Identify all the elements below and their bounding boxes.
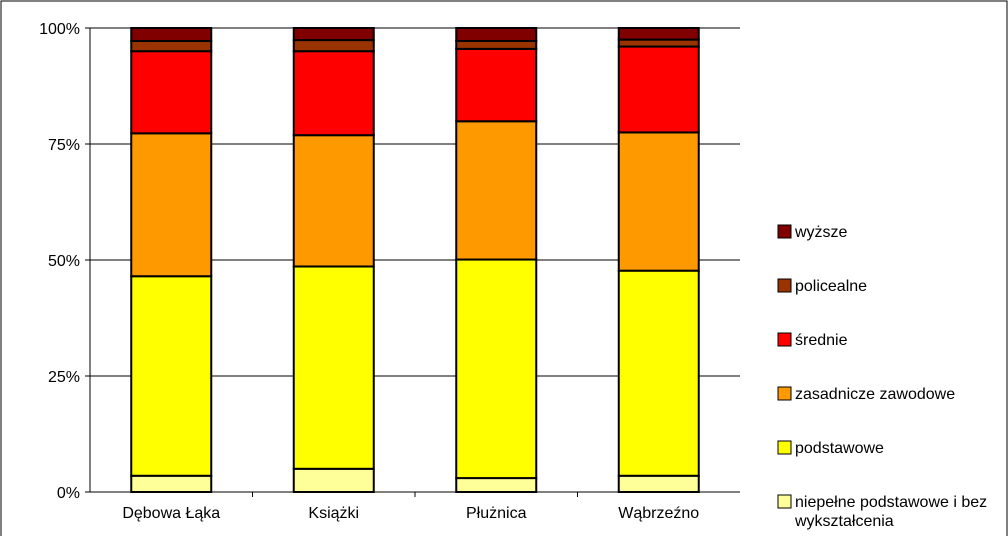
bar-segment bbox=[130, 132, 213, 278]
bar-segment bbox=[617, 38, 700, 48]
bar-segment bbox=[292, 27, 375, 42]
legend-label: średnie bbox=[795, 332, 848, 349]
legend-label: niepełne podstawowe i bez wykształcenia bbox=[794, 494, 987, 530]
bar-segment bbox=[455, 39, 538, 50]
bar-segment bbox=[455, 27, 538, 42]
bar-segment bbox=[292, 50, 375, 137]
bar-segment bbox=[617, 45, 700, 134]
bar-segment bbox=[617, 269, 700, 477]
y-tick-label: 0% bbox=[57, 485, 80, 502]
bar-segment bbox=[292, 467, 375, 493]
legend-swatch bbox=[777, 332, 792, 347]
bar-segment bbox=[292, 265, 375, 470]
x-tick-label: Wąbrzeźno bbox=[618, 505, 699, 522]
bar-segment bbox=[617, 474, 700, 494]
legend-swatch bbox=[777, 386, 792, 401]
bar-segment bbox=[130, 27, 213, 42]
bar-segment bbox=[130, 275, 213, 477]
bar-segment bbox=[130, 39, 213, 53]
bar-segment bbox=[455, 47, 538, 123]
bar-segment bbox=[455, 120, 538, 261]
legend-label: wyższe bbox=[794, 224, 848, 241]
x-tick-label: Książki bbox=[308, 505, 359, 522]
legend-swatch bbox=[777, 224, 792, 239]
legend-swatch bbox=[777, 494, 792, 509]
bar-segment bbox=[455, 477, 538, 493]
bar-segment bbox=[455, 258, 538, 480]
legend-label: podstawowe bbox=[795, 440, 884, 457]
y-tick-label: 100% bbox=[39, 21, 80, 38]
y-tick-label: 25% bbox=[48, 369, 80, 386]
legend-label: policealne bbox=[795, 278, 867, 295]
bar-segment bbox=[130, 474, 213, 494]
bar-segment bbox=[617, 27, 700, 41]
bar-segment bbox=[292, 134, 375, 268]
legend-label: zasadnicze zawodowe bbox=[795, 386, 955, 403]
bar-segment bbox=[617, 131, 700, 272]
legend-swatch bbox=[777, 278, 792, 293]
y-tick-label: 50% bbox=[48, 253, 80, 270]
bar-segment bbox=[292, 39, 375, 53]
bar-segment bbox=[130, 50, 213, 135]
y-tick-label: 75% bbox=[48, 137, 80, 154]
legend-swatch bbox=[777, 440, 792, 455]
x-tick-label: Płużnica bbox=[466, 505, 527, 522]
x-tick-label: Dębowa Łąka bbox=[122, 505, 220, 522]
